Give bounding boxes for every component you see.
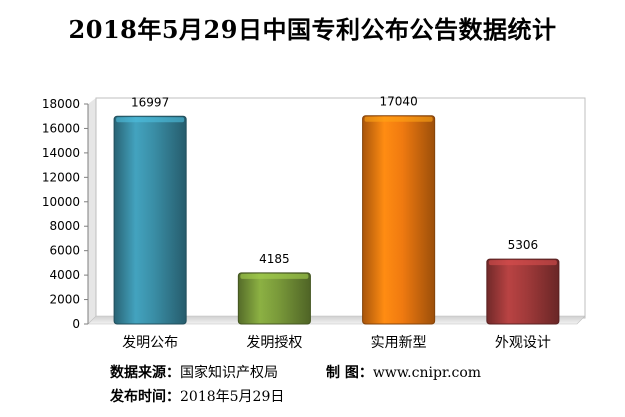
x-tick-label-3: 实用新型 [371, 335, 427, 351]
y-tick-label: 14000 [42, 146, 80, 160]
date-label: 发布时间： [110, 389, 180, 405]
data-label-1: 16997 [131, 95, 169, 109]
source-label: 数据来源： [110, 365, 180, 381]
x-axis: 发明公布 发明授权 实用新型 外观设计 [122, 335, 551, 351]
x-tick-label-1: 发明公布 [122, 335, 178, 351]
date-value: 2018年5月29日 [180, 389, 284, 405]
y-tick-label: 12000 [42, 170, 80, 184]
x-tick-label-2: 发明授权 [246, 335, 302, 351]
bar-1 [114, 116, 186, 324]
y-tick-label: 6000 [49, 244, 80, 258]
y-tick-label: 2000 [49, 293, 80, 307]
maker-label: 制 图： [326, 365, 373, 381]
maker-value: www.cnipr.com [373, 365, 481, 381]
bar-1-highlight [116, 117, 184, 122]
footer-line-2: 发布时间：2018年5月29日 [110, 386, 284, 406]
source-value: 国家知识产权局 [180, 365, 278, 381]
bar-2-highlight [240, 274, 308, 279]
side-wall [88, 98, 96, 324]
y-tick-label: 16000 [42, 121, 80, 135]
data-label-3: 17040 [380, 95, 418, 109]
y-tick-label: 0 [72, 317, 80, 331]
bar-2 [238, 273, 310, 324]
bar-3 [363, 116, 435, 324]
data-label-4: 5306 [508, 238, 539, 252]
y-axis: 0 2000 4000 6000 8000 10000 12000 14000 16000 180… [42, 97, 88, 331]
bar-4-highlight [489, 260, 557, 265]
y-tick-label: 8000 [49, 219, 80, 233]
y-tick-label: 10000 [42, 195, 80, 209]
footer-line-1: 数据来源：国家知识产权局 制 图：www.cnipr.com [110, 362, 481, 382]
y-tick-label: 4000 [49, 268, 80, 282]
bar-3-highlight [365, 117, 433, 122]
y-tick-label: 18000 [42, 97, 80, 111]
data-label-2: 4185 [259, 252, 290, 266]
bar-4 [487, 259, 559, 324]
x-tick-label-4: 外观设计 [495, 335, 551, 351]
